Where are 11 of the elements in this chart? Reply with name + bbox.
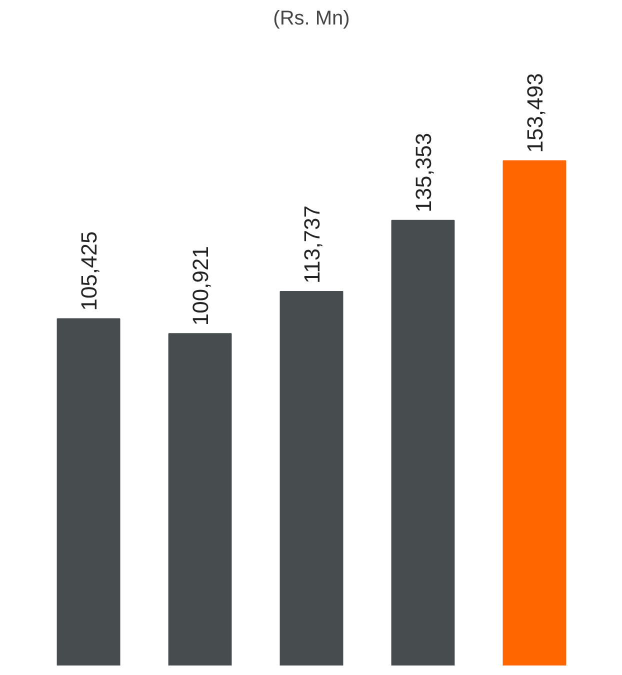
data-label: 153,493 [522, 73, 548, 153]
chart-title: (Rs. Mn) [273, 8, 350, 30]
bar [502, 160, 566, 666]
bar [168, 333, 232, 666]
data-label: 135,353 [410, 132, 436, 212]
data-label: 105,425 [76, 231, 102, 311]
data-label: 100,921 [188, 246, 214, 326]
data-label: 113,737 [300, 206, 324, 284]
bar [391, 220, 455, 666]
bar [56, 318, 120, 666]
bar [280, 290, 344, 666]
